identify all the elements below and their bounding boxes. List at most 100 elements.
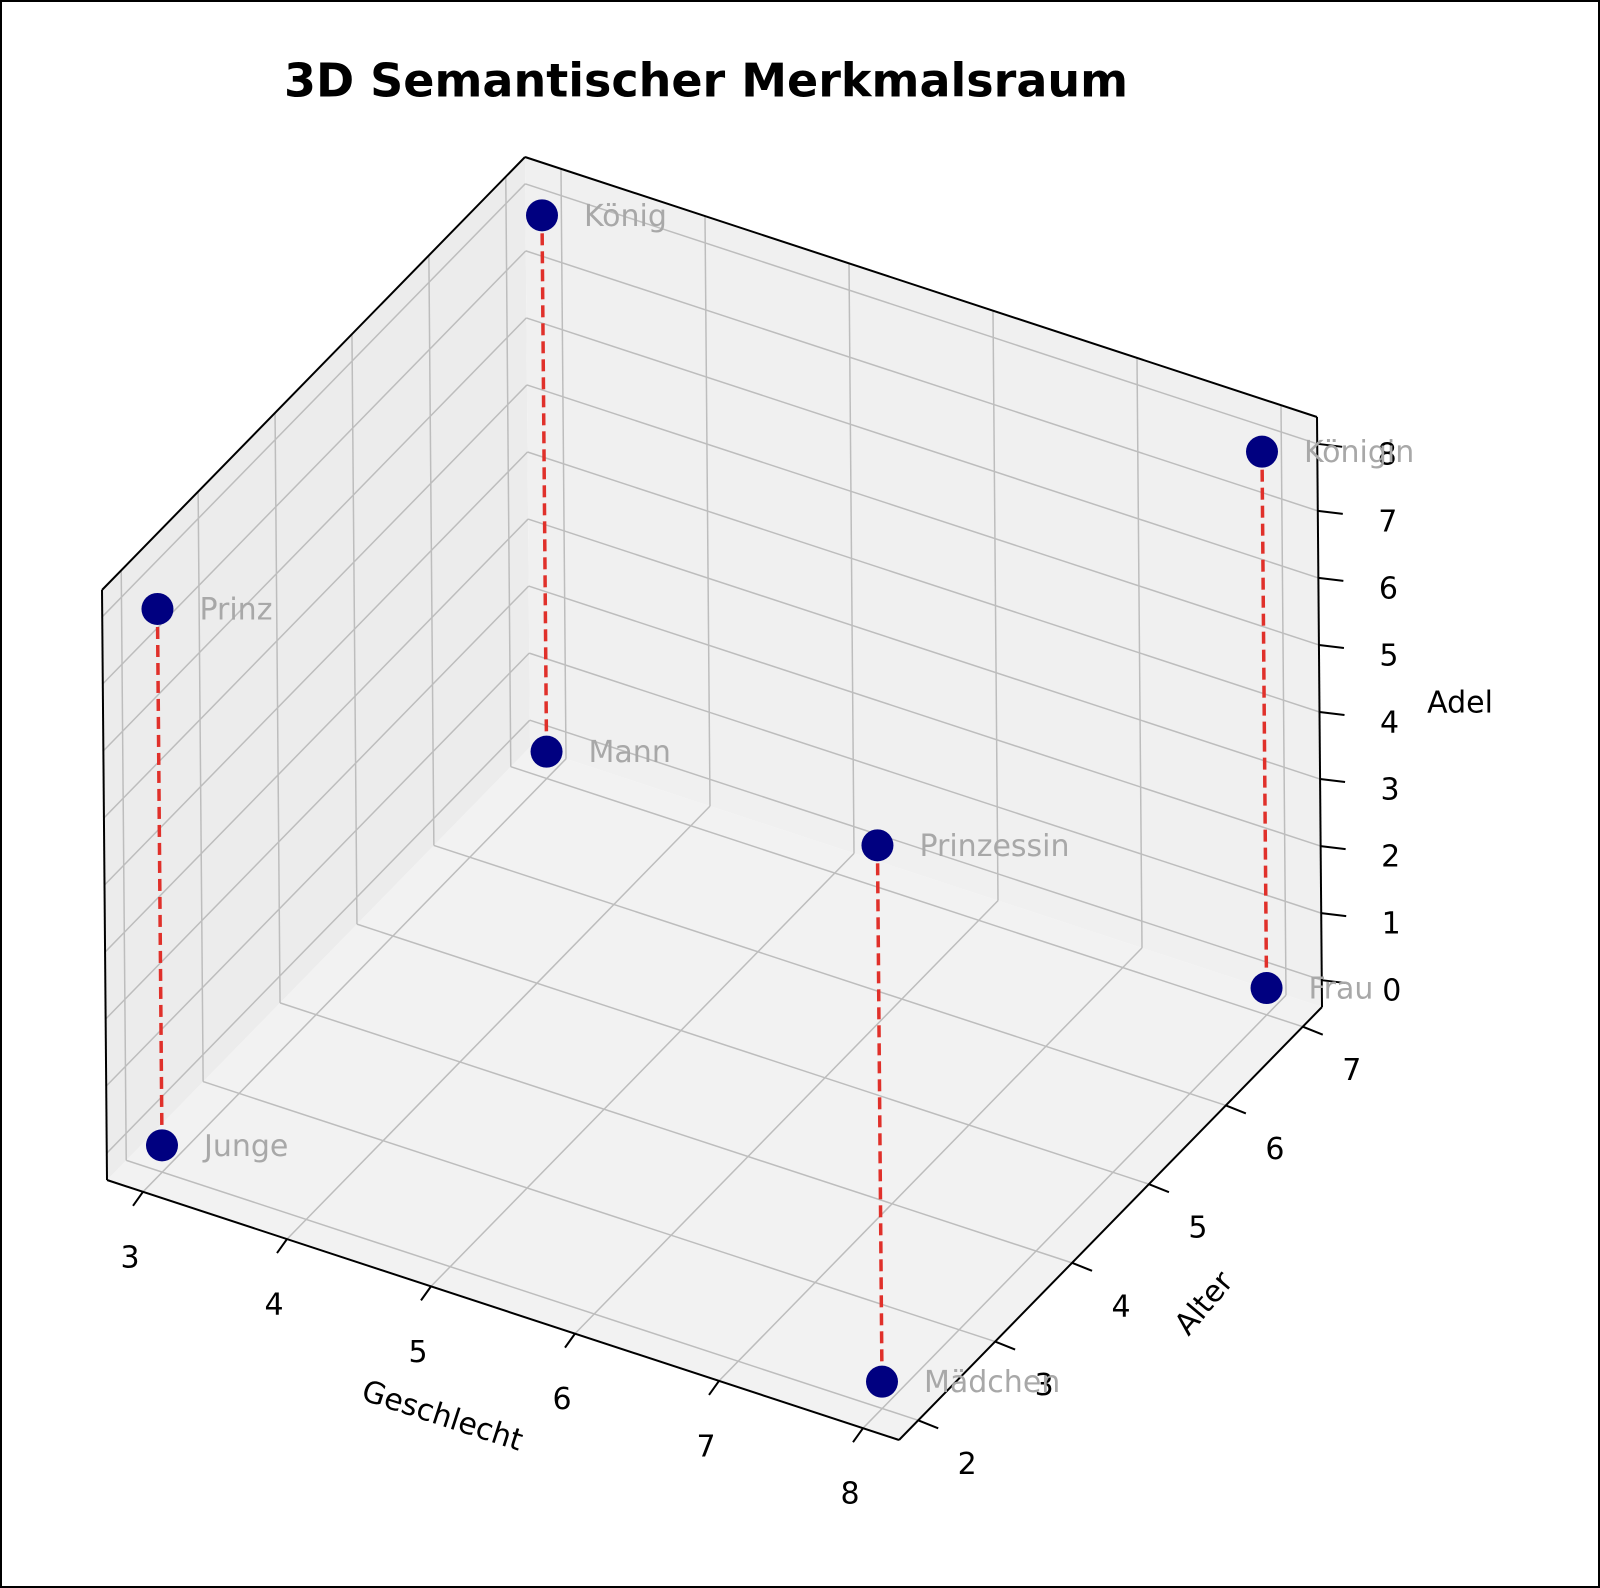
x-tick-label: 6 [552, 1382, 571, 1417]
z-tick [1321, 912, 1347, 918]
axis-line [524, 156, 1318, 418]
z-tick [1320, 845, 1346, 851]
z-tick [1319, 778, 1346, 784]
grid-line [528, 585, 1321, 847]
x-tick [708, 1380, 720, 1396]
z-tick [1317, 509, 1343, 515]
y-tick-label: 5 [1188, 1211, 1207, 1246]
x-tick [132, 1191, 144, 1207]
grid-line [356, 923, 1150, 1185]
grid-line [102, 317, 527, 752]
grid-line [718, 947, 1143, 1382]
x-axis-title: Geschlecht [358, 1374, 528, 1459]
point [861, 829, 894, 862]
grid-line [104, 518, 529, 953]
x-tick [276, 1238, 288, 1254]
y-tick-label: 6 [1265, 1132, 1284, 1167]
y-tick [1225, 1104, 1247, 1115]
grid-line [574, 900, 999, 1335]
point [530, 735, 563, 768]
point [146, 1129, 178, 1162]
y-tick-label: 7 [1342, 1053, 1361, 1088]
axis-line [898, 1006, 1323, 1441]
point-label: König [584, 199, 667, 234]
z-tick [1321, 979, 1347, 985]
x-tick [420, 1285, 432, 1301]
z-tick [1319, 711, 1345, 716]
point-label: Königin [1304, 435, 1414, 470]
grid-line [102, 250, 527, 685]
grid-line [528, 652, 1322, 914]
x-tick-label: 7 [696, 1429, 715, 1464]
grid-line [105, 585, 530, 1020]
y-tick-label: 2 [958, 1447, 977, 1482]
grid-line [510, 765, 1304, 1028]
z-tick-label: 1 [1382, 907, 1401, 942]
z-axis-title: Adel [1427, 686, 1493, 721]
grid-line [142, 758, 567, 1193]
point-label: Prinz [199, 592, 272, 627]
z-tick-label: 5 [1379, 638, 1398, 673]
z-tick-label: 3 [1381, 773, 1400, 808]
axis-line [1316, 416, 1323, 1008]
y-tick [917, 1419, 939, 1430]
grid-line [527, 451, 1320, 713]
grid-line [202, 1080, 996, 1343]
grid-line [526, 317, 1319, 579]
point [1246, 435, 1278, 468]
grid-line [105, 652, 530, 1087]
y-tick [1302, 1025, 1324, 1036]
y-tick-label: 4 [1111, 1289, 1130, 1324]
grid-line [529, 719, 1323, 981]
point-label: Junge [202, 1129, 288, 1164]
grid-line [433, 844, 1227, 1107]
grid-line [430, 852, 855, 1287]
y-tick [1071, 1261, 1093, 1272]
axis-line [101, 589, 108, 1181]
z-tick [1318, 643, 1345, 649]
z-tick-label: 8 [1378, 437, 1397, 472]
grid-line [106, 719, 531, 1154]
z-tick [1317, 442, 1343, 448]
axis-line [106, 1179, 900, 1441]
axis-line [101, 156, 526, 591]
grid-line [862, 994, 1287, 1429]
point [141, 592, 174, 625]
x-tick [852, 1427, 864, 1443]
point-label: Mann [589, 735, 671, 770]
grid-line [279, 1002, 1073, 1264]
x-tick-label: 8 [840, 1477, 859, 1512]
z-tick-label: 4 [1380, 706, 1399, 741]
x-tick [564, 1333, 576, 1349]
grid-line [286, 805, 711, 1240]
grid-line [125, 1159, 919, 1422]
grid-line [525, 250, 1319, 512]
point-label: Prinzessin [919, 829, 1069, 864]
point [866, 1365, 898, 1398]
x-tick-label: 4 [264, 1288, 283, 1323]
point-label: Mädchen [924, 1365, 1060, 1400]
x-tick-label: 5 [408, 1335, 427, 1370]
z-tick-label: 7 [1378, 504, 1397, 539]
marks: König Mann Königin Frau Prinz Junge Prinzessin… [141, 199, 1414, 1400]
grid-line [103, 384, 528, 819]
chart-title: 3D Semantischer Merkmalsraum [284, 54, 1128, 108]
point [526, 199, 558, 232]
y-axis-title: Alter [1168, 1264, 1241, 1342]
grid-line [101, 183, 526, 618]
floor-pane [107, 747, 1322, 1440]
z-tick-label: 6 [1379, 571, 1398, 606]
y-tick [994, 1340, 1016, 1351]
grid [101, 168, 1323, 1429]
axes: 3 4 5 6 7 8 2 3 4 5 6 7 0 1 2 3 4 5 6 7 8 [101, 156, 1401, 1512]
point-label: Frau [1309, 972, 1374, 1007]
grid-line [524, 183, 1318, 445]
grid-line [526, 384, 1320, 646]
y-tick [1148, 1183, 1170, 1194]
y-tick-label: 3 [1035, 1368, 1054, 1403]
point [1250, 972, 1283, 1005]
z-tick-label: 2 [1381, 840, 1400, 875]
panes [102, 157, 1322, 1440]
